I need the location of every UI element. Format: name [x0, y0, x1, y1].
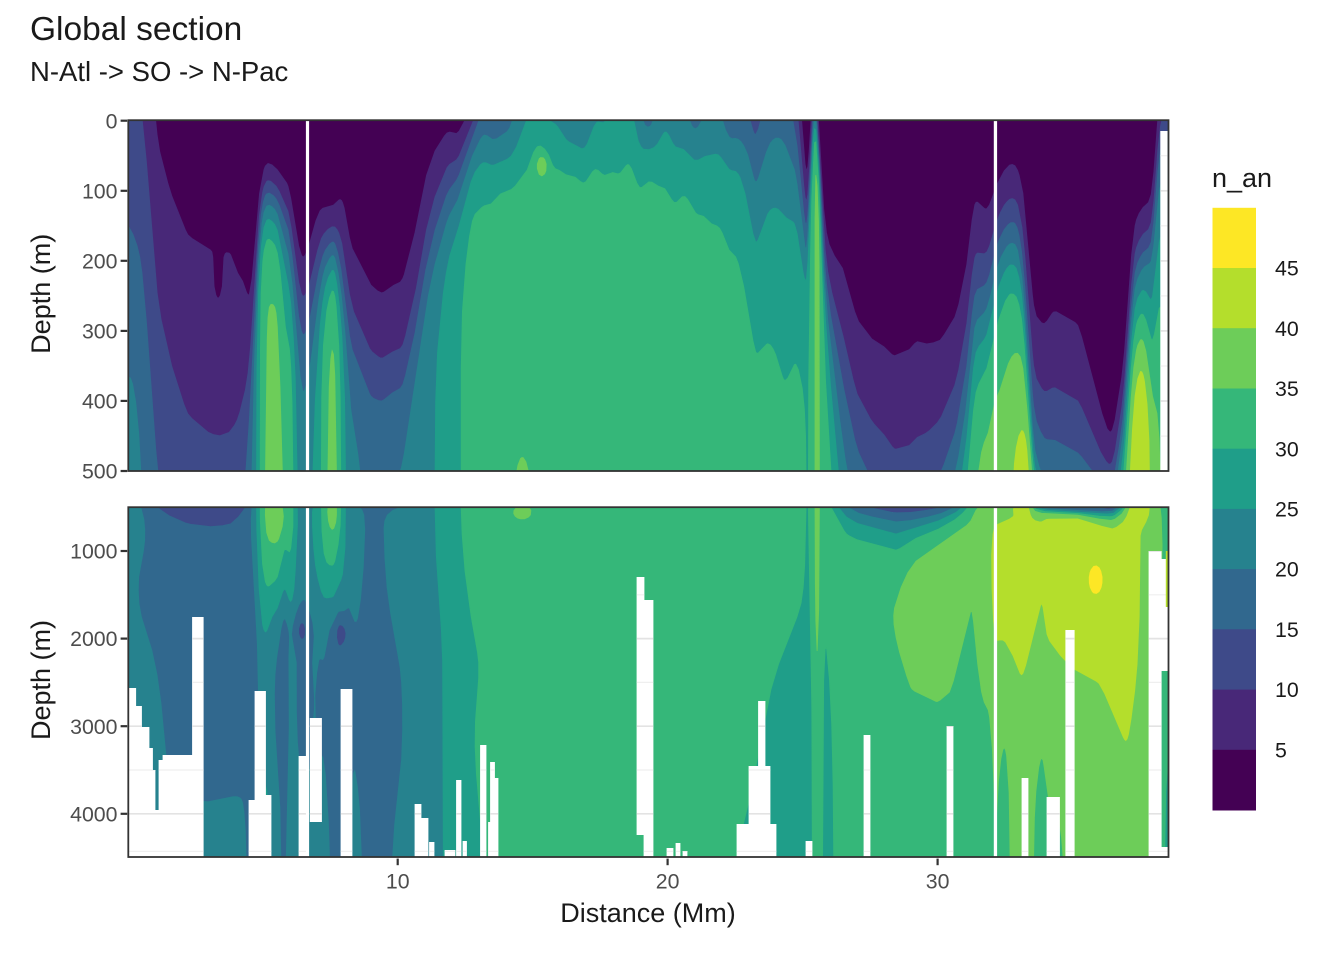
svg-text:100: 100	[82, 179, 118, 203]
svg-text:n_an: n_an	[1212, 163, 1272, 193]
svg-text:30: 30	[926, 869, 950, 893]
svg-text:300: 300	[82, 320, 118, 344]
svg-text:1000: 1000	[70, 540, 118, 564]
svg-text:Global section: Global section	[30, 11, 242, 48]
svg-text:30: 30	[1275, 437, 1299, 461]
svg-text:40: 40	[1275, 317, 1299, 341]
svg-text:20: 20	[1275, 558, 1299, 582]
svg-text:10: 10	[1275, 678, 1299, 702]
svg-text:5: 5	[1275, 738, 1287, 762]
svg-text:400: 400	[82, 390, 118, 414]
svg-text:2000: 2000	[70, 627, 118, 651]
svg-text:0: 0	[106, 109, 118, 133]
svg-text:15: 15	[1275, 618, 1299, 642]
svg-text:Distance (Mm): Distance (Mm)	[560, 898, 736, 928]
svg-text:20: 20	[656, 869, 680, 893]
svg-text:35: 35	[1275, 377, 1299, 401]
svg-text:25: 25	[1275, 498, 1299, 522]
svg-text:N-Atl -> SO -> N-Pac: N-Atl -> SO -> N-Pac	[30, 56, 288, 87]
svg-text:3000: 3000	[70, 715, 118, 739]
svg-text:Depth (m): Depth (m)	[26, 620, 56, 740]
svg-text:10: 10	[386, 869, 410, 893]
svg-text:Depth (m): Depth (m)	[26, 234, 56, 354]
svg-text:45: 45	[1275, 257, 1299, 281]
svg-text:200: 200	[82, 249, 118, 273]
svg-text:4000: 4000	[70, 802, 118, 826]
svg-text:500: 500	[82, 460, 118, 484]
